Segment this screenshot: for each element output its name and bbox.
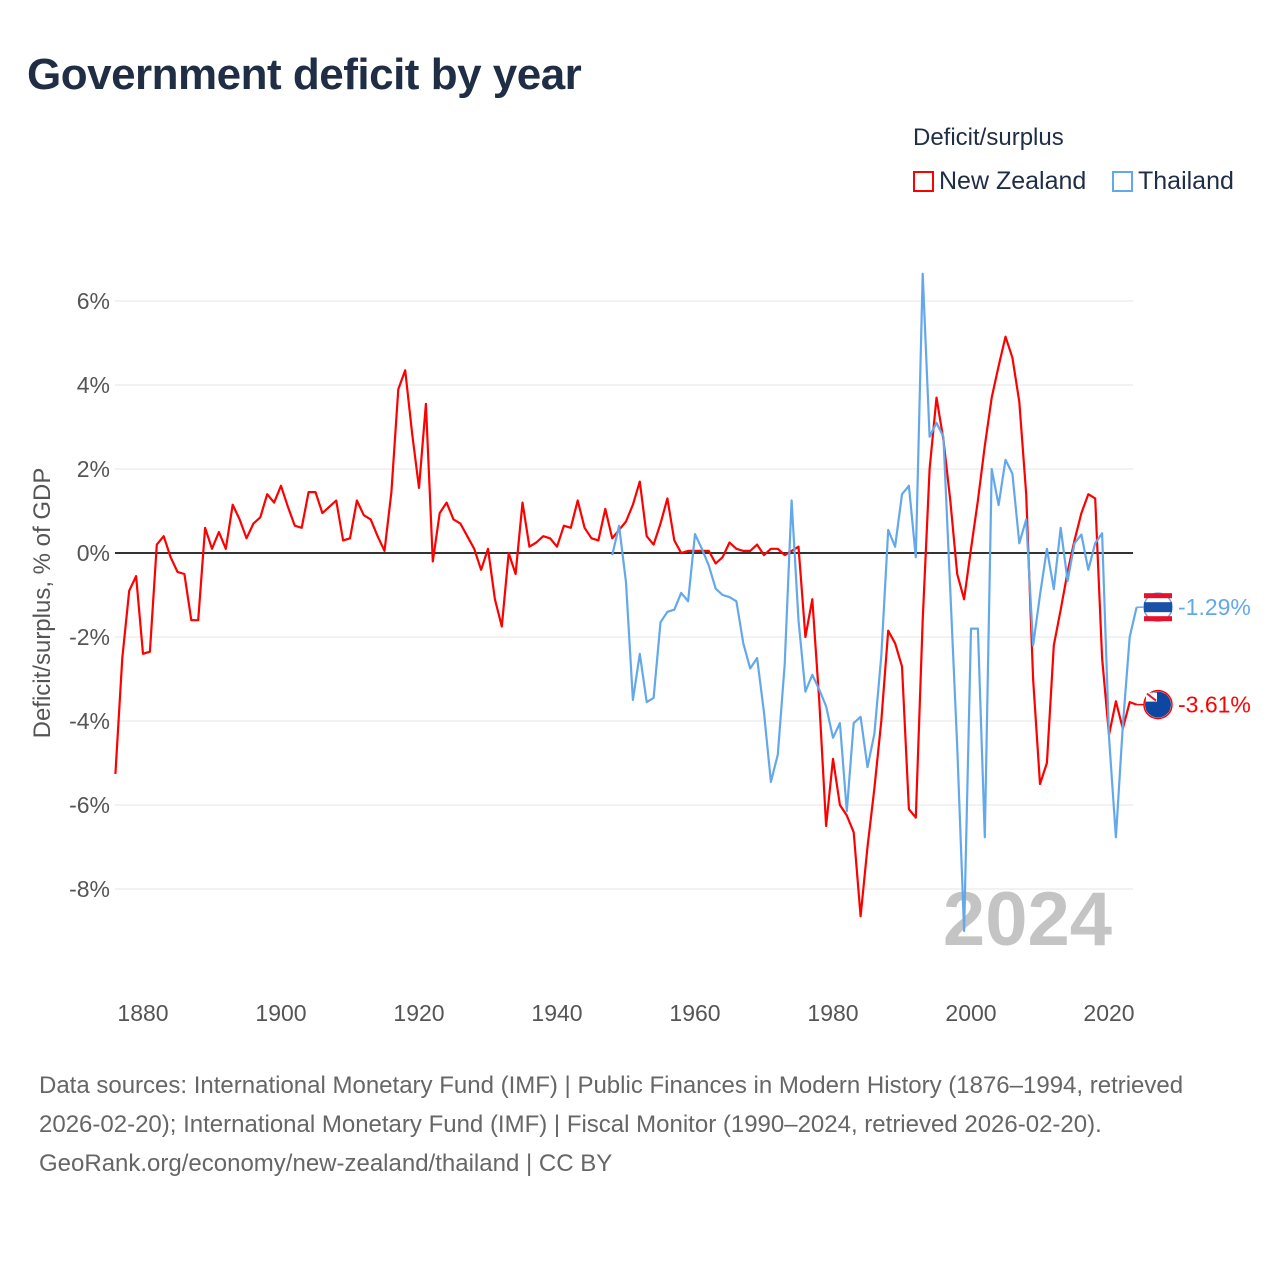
series-line-thailand [611,272,1138,933]
end-value-label: -3.61% [1178,692,1251,718]
legend-label: New Zealand [939,167,1087,195]
series-line-new-zealand [114,335,1137,918]
x-tick-label: 1880 [117,1000,168,1026]
y-axis-title: Deficit/surplus, % of GDP [29,468,56,739]
y-tick-label: -4% [69,708,110,734]
legend-item-new-zealand[interactable]: New Zealand [913,167,1086,196]
credit-link[interactable]: GeoRank.org/economy/new-zealand/thailand… [39,1150,613,1177]
y-tick-label: -6% [69,792,110,818]
x-tick-label: 1960 [669,1000,720,1026]
legend-swatch-new-zealand [913,171,934,192]
legend-item-thailand[interactable]: Thailand [1112,167,1234,196]
x-tick-label: 1900 [255,1000,306,1026]
x-tick-label: 1940 [531,1000,582,1026]
legend-swatch-thailand [1112,171,1133,192]
x-tick-label: 1920 [393,1000,444,1026]
footer: Data sources: International Monetary Fun… [39,1066,1239,1183]
end-value-label: -1.29% [1178,594,1251,620]
y-tick-label: 2% [77,456,110,482]
line-chart: 6% 4% 2% 0% -2% -4% -6% -8% 1880 1900 1920 1940 1960… [29,272,1251,1026]
flag-cross [1146,692,1157,702]
chart-title: Government deficit by year [27,50,582,99]
thailand-flag-icon [1143,592,1173,622]
x-tick-label: 2000 [945,1000,996,1026]
legend-label: Thailand [1138,167,1234,195]
x-tick-label: 1980 [807,1000,858,1026]
flag-stripe [1144,616,1172,622]
new-zealand-flag-icon [1143,689,1173,720]
x-tick-label: 2020 [1083,1000,1134,1026]
y-tick-label: 4% [77,372,110,398]
y-tick-label: 0% [77,540,110,566]
flag-stripe [1144,593,1172,599]
y-tick-label: -2% [69,624,110,650]
y-tick-label: 6% [77,288,110,314]
y-tick-label: -8% [69,876,110,902]
flag-stripe [1144,602,1172,613]
year-watermark: 2024 [943,877,1112,962]
data-sources: Data sources: International Monetary Fun… [39,1072,1184,1138]
legend-title: Deficit/surplus [913,124,1064,151]
